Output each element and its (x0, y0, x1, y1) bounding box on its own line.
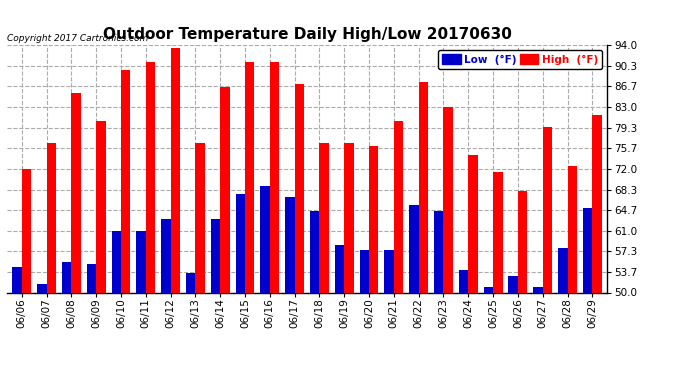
Bar (245, 62, 255, 292)
Text: Copyright 2017 Cartronics.com: Copyright 2017 Cartronics.com (7, 33, 148, 42)
Bar (509, 276, 518, 292)
Bar (444, 107, 453, 292)
Bar (518, 191, 527, 292)
Bar (369, 146, 379, 292)
Bar (394, 121, 403, 292)
Bar (96, 121, 106, 292)
Bar (121, 70, 130, 292)
Bar (47, 144, 56, 292)
Bar (270, 62, 279, 292)
Bar (161, 219, 170, 292)
Bar (71, 93, 81, 292)
Bar (319, 144, 329, 292)
Bar (533, 287, 543, 292)
Bar (62, 262, 71, 292)
Bar (543, 127, 552, 292)
Bar (170, 48, 180, 292)
Bar (220, 87, 230, 292)
Bar (12, 267, 22, 292)
Bar (235, 194, 245, 292)
Bar (137, 231, 146, 292)
Bar (87, 264, 96, 292)
Bar (384, 251, 394, 292)
Bar (459, 270, 469, 292)
Bar (295, 84, 304, 292)
Bar (310, 211, 319, 292)
Bar (260, 186, 270, 292)
Bar (567, 166, 577, 292)
Bar (434, 211, 444, 292)
Bar (484, 287, 493, 292)
Title: Outdoor Temperature Daily High/Low 20170630: Outdoor Temperature Daily High/Low 20170… (103, 27, 511, 42)
Bar (359, 251, 369, 292)
Bar (344, 144, 354, 292)
Bar (583, 208, 592, 292)
Bar (22, 169, 31, 292)
Bar (469, 154, 477, 292)
Bar (211, 219, 220, 292)
Legend: Low  (°F), High  (°F): Low (°F), High (°F) (438, 50, 602, 69)
Bar (146, 62, 155, 292)
Bar (558, 248, 567, 292)
Bar (195, 144, 205, 292)
Bar (37, 284, 47, 292)
Bar (409, 206, 419, 292)
Bar (493, 172, 502, 292)
Bar (112, 231, 121, 292)
Bar (186, 273, 195, 292)
Bar (592, 116, 602, 292)
Bar (419, 82, 428, 292)
Bar (335, 245, 344, 292)
Bar (285, 197, 295, 292)
